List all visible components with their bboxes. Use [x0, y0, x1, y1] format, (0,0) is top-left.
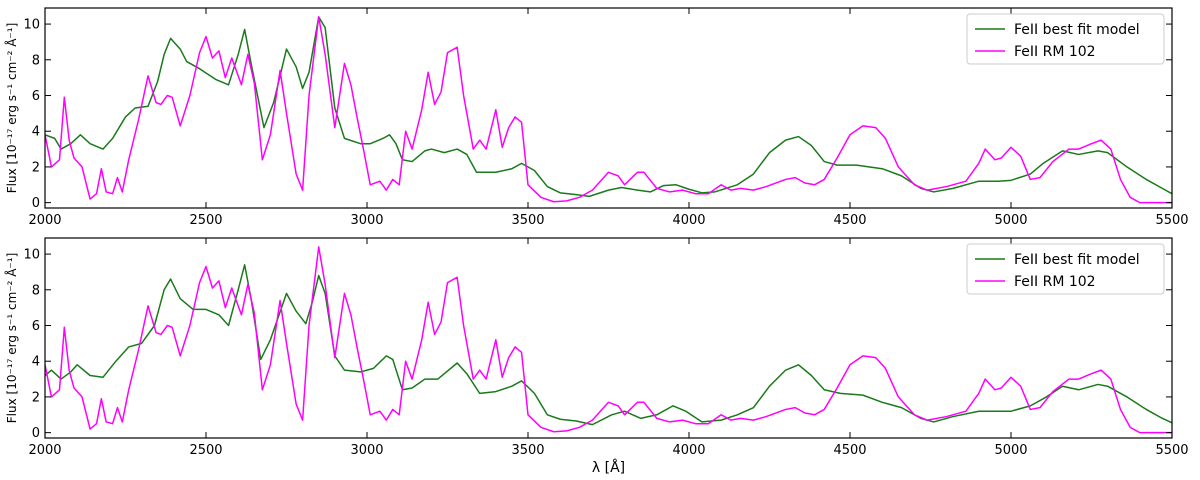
x-tick-label: 2500	[189, 443, 222, 458]
legend: FeII best fit model FeII RM 102	[966, 243, 1165, 295]
y-tick-label: 2	[32, 390, 40, 405]
axes-frame	[44, 237, 1173, 439]
legend-entry: FeII RM 102	[1014, 274, 1096, 290]
y-tick-label: 4	[32, 355, 40, 370]
x-tick-label: 5500	[1155, 443, 1188, 458]
x-tick-label: 3500	[511, 213, 544, 228]
panel-1: 2000 2500 3000 3500 4000 4500 5000 5500 0 2 4 6 8 10 F…	[4, 7, 1189, 228]
x-tick-label: 5000	[994, 213, 1027, 228]
x-tick-label: 2000	[28, 213, 61, 228]
legend-box	[966, 243, 1165, 295]
panel-2: 2000 2500 3000 3500 4000 4500 5000 5500 0 2 4 6 8 10 F…	[4, 237, 1189, 476]
x-tick-label: 2000	[28, 443, 61, 458]
legend-entry: FeII best fit model	[1014, 252, 1140, 268]
y-tick-label: 0	[32, 426, 40, 441]
y-tick-label: 6	[32, 319, 40, 334]
x-tick-label: 3000	[350, 443, 383, 458]
legend-box	[966, 13, 1165, 65]
x-tick-label: 2500	[189, 213, 222, 228]
y-tick-label: 6	[32, 89, 40, 104]
x-tick-label: 3500	[511, 443, 544, 458]
x-tick-label: 4500	[833, 213, 866, 228]
y-tick-label: 2	[32, 160, 40, 175]
y-tick-label: 10	[23, 248, 40, 263]
x-tick-label: 5000	[994, 443, 1027, 458]
legend-entry: FeII best fit model	[1014, 22, 1140, 38]
x-tick-label: 4500	[833, 443, 866, 458]
y-tick-label: 10	[23, 18, 40, 33]
x-tick-label: 3000	[350, 213, 383, 228]
y-tick-label: 0	[32, 196, 40, 211]
y-tick-label: 8	[32, 53, 40, 68]
legend-entry: FeII RM 102	[1014, 44, 1096, 60]
legend: FeII best fit model FeII RM 102	[966, 13, 1165, 65]
x-tick-label: 4000	[672, 213, 705, 228]
y-tick-label: 8	[32, 283, 40, 298]
series-line-rm102	[45, 16, 1172, 204]
x-tick-label: 5500	[1155, 213, 1188, 228]
y-tick-label: 4	[32, 125, 40, 140]
y-axis-label: Flux [10⁻¹⁷ erg s⁻¹ cm⁻² Å⁻¹]	[4, 23, 19, 194]
y-axis-label: Flux [10⁻¹⁷ erg s⁻¹ cm⁻² Å⁻¹]	[4, 253, 19, 424]
x-tick-label: 4000	[672, 443, 705, 458]
axes-frame	[44, 7, 1173, 209]
series-line-rm102	[45, 246, 1172, 434]
x-axis-label: λ [Å]	[592, 459, 625, 476]
